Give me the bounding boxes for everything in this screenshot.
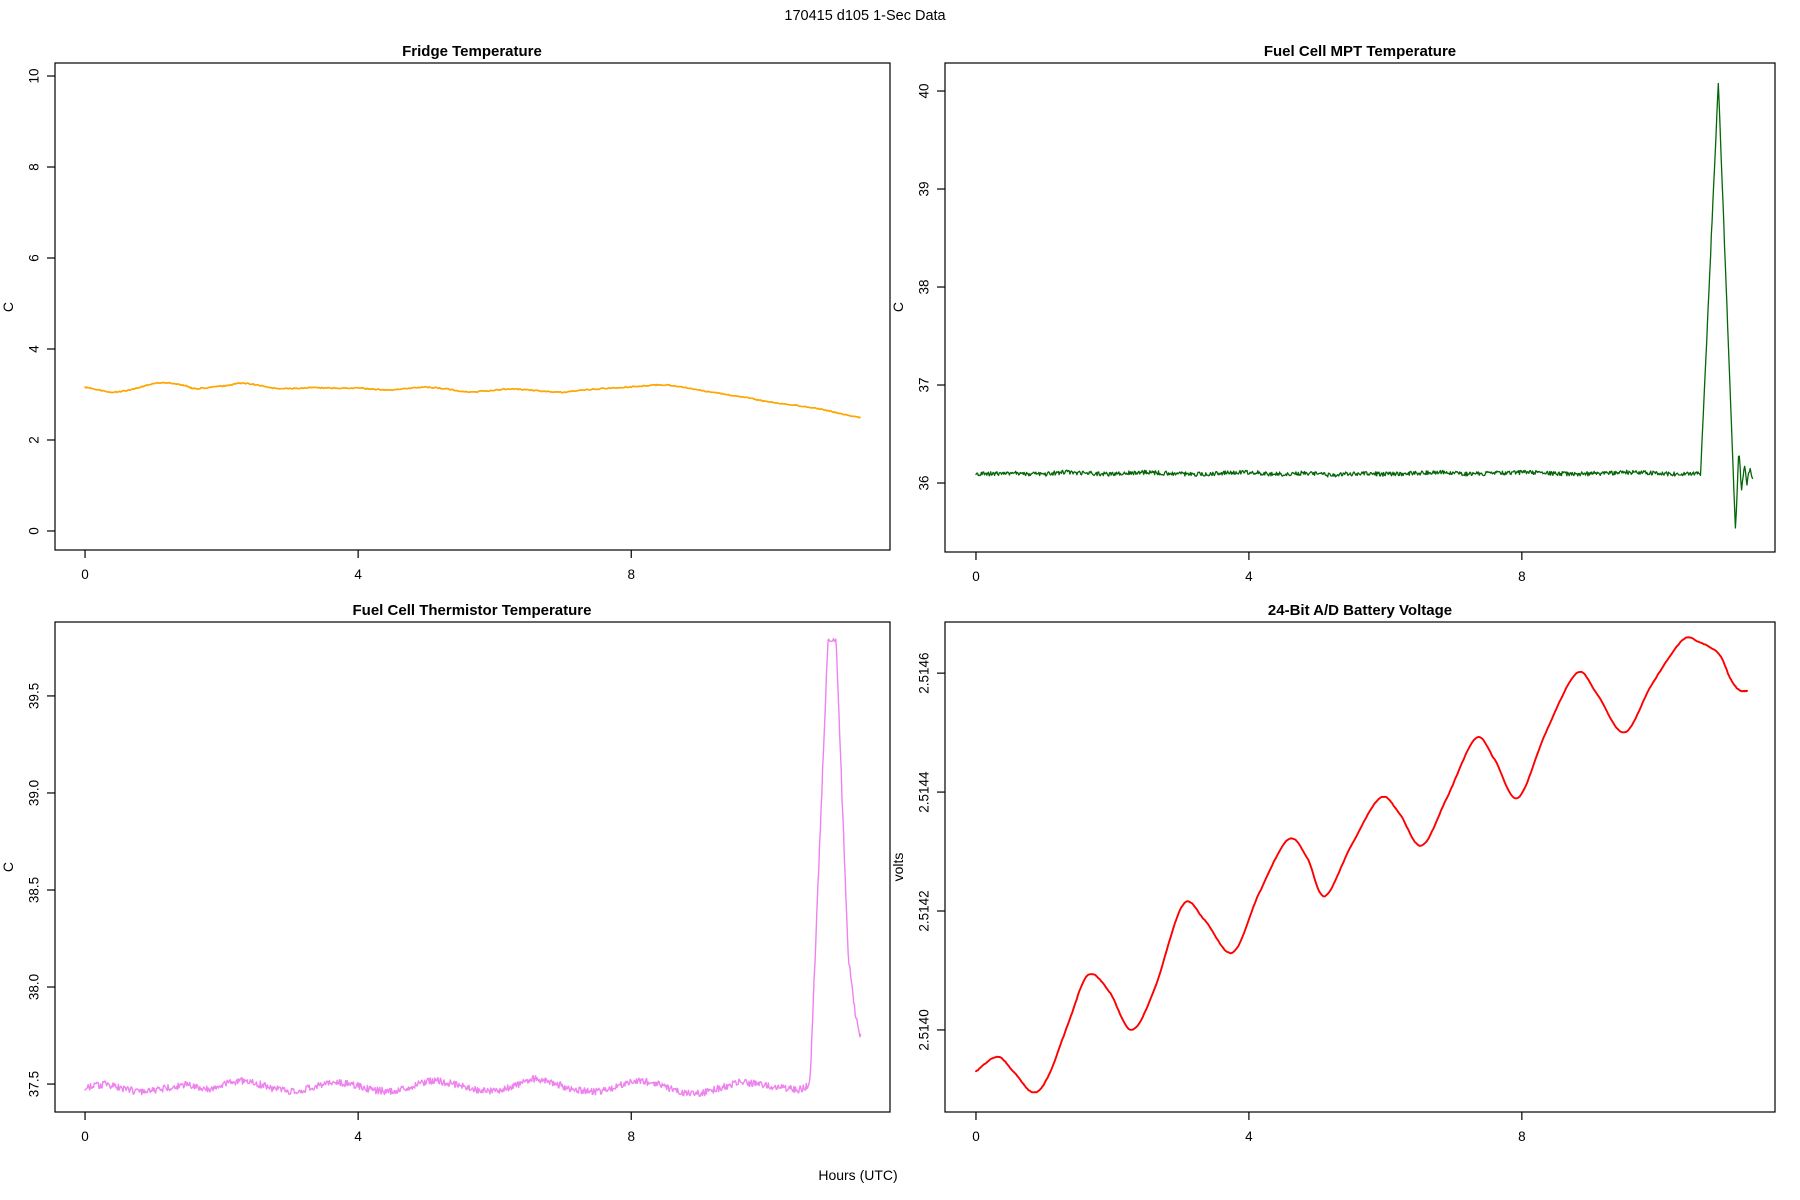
x-axis-shared-label: Hours (UTC) xyxy=(818,1167,897,1183)
y-tick-label: 38.0 xyxy=(27,974,42,1000)
panel-fridge-temperature: Fridge Temperature C 0 4 8 0 2 4 6 8 10 xyxy=(0,43,891,582)
y-tick-label: 2.5144 xyxy=(917,771,932,813)
axes: 0 4 8 0 2 4 6 8 10 xyxy=(27,62,891,582)
panel-title: Fridge Temperature xyxy=(402,43,542,60)
y-tick-label: 10 xyxy=(27,68,42,83)
y-axis-label: C xyxy=(0,302,16,312)
y-tick-label: 4 xyxy=(27,345,42,353)
x-tick-label: 0 xyxy=(972,1129,980,1144)
y-tick-label: 40 xyxy=(917,84,932,99)
y-tick-label: 38 xyxy=(917,280,932,295)
y-tick-label: 37 xyxy=(917,377,932,392)
series-line-fridge xyxy=(84,381,861,419)
panel-fuel-cell-mpt-temperature: Fuel Cell MPT Temperature C 0 4 8 36 37 38 39 4… xyxy=(890,43,1776,584)
y-tick-label: 39.0 xyxy=(27,780,42,806)
plot-frame xyxy=(944,62,1776,553)
axes: 0 4 8 36 37 38 39 40 xyxy=(917,62,1776,584)
x-tick-label: 0 xyxy=(972,569,980,584)
x-tick-label: 8 xyxy=(627,1129,635,1144)
x-tick-label: 8 xyxy=(1518,569,1526,584)
x-tick-label: 8 xyxy=(627,567,635,582)
y-tick-label: 36 xyxy=(917,475,932,490)
main-title: 170415 d105 1-Sec Data xyxy=(784,8,946,24)
plot-frame xyxy=(944,621,1776,1113)
axes: 0 4 8 37.5 38.0 38.5 39.0 39.5 xyxy=(27,621,891,1144)
y-tick-label: 39.5 xyxy=(27,683,42,709)
y-axis-label: C xyxy=(890,302,906,312)
axes: 0 4 8 2.5140 2.5142 2.5144 2.5146 xyxy=(917,621,1776,1144)
y-tick-label: 8 xyxy=(27,163,42,171)
x-tick-label: 4 xyxy=(354,567,362,582)
x-tick-label: 4 xyxy=(1245,569,1253,584)
y-tick-label: 38.5 xyxy=(27,877,42,903)
panel-fuel-cell-thermistor-temperature: Fuel Cell Thermistor Temperature C 0 4 8 37… xyxy=(0,602,891,1144)
y-tick-label: 2 xyxy=(27,436,42,444)
panel-title: 24-Bit A/D Battery Voltage xyxy=(1268,602,1452,619)
y-axis-label: C xyxy=(0,862,16,872)
plot-frame xyxy=(54,62,891,551)
panel-battery-voltage: 24-Bit A/D Battery Voltage volts 0 4 8 2.51… xyxy=(890,602,1776,1144)
x-tick-label: 4 xyxy=(1245,1129,1253,1144)
y-tick-label: 39 xyxy=(917,182,932,197)
panel-title: Fuel Cell MPT Temperature xyxy=(1264,43,1456,60)
plot-frame xyxy=(54,621,891,1113)
y-tick-label: 6 xyxy=(27,254,42,262)
x-tick-label: 0 xyxy=(81,1129,89,1144)
panel-title: Fuel Cell Thermistor Temperature xyxy=(353,602,592,619)
y-tick-label: 2.5146 xyxy=(917,652,932,693)
y-tick-label: 2.5142 xyxy=(917,890,932,931)
y-tick-label: 37.5 xyxy=(27,1071,42,1097)
y-axis-label: volts xyxy=(890,853,906,882)
x-tick-label: 8 xyxy=(1518,1129,1526,1144)
series-line-mpt xyxy=(975,82,1754,529)
series-line-thermistor xyxy=(84,637,862,1097)
x-tick-label: 4 xyxy=(354,1129,362,1144)
series-line-voltage xyxy=(975,636,1748,1094)
y-tick-label: 2.5140 xyxy=(917,1009,932,1050)
y-tick-label: 0 xyxy=(27,527,42,535)
x-tick-label: 0 xyxy=(81,567,89,582)
